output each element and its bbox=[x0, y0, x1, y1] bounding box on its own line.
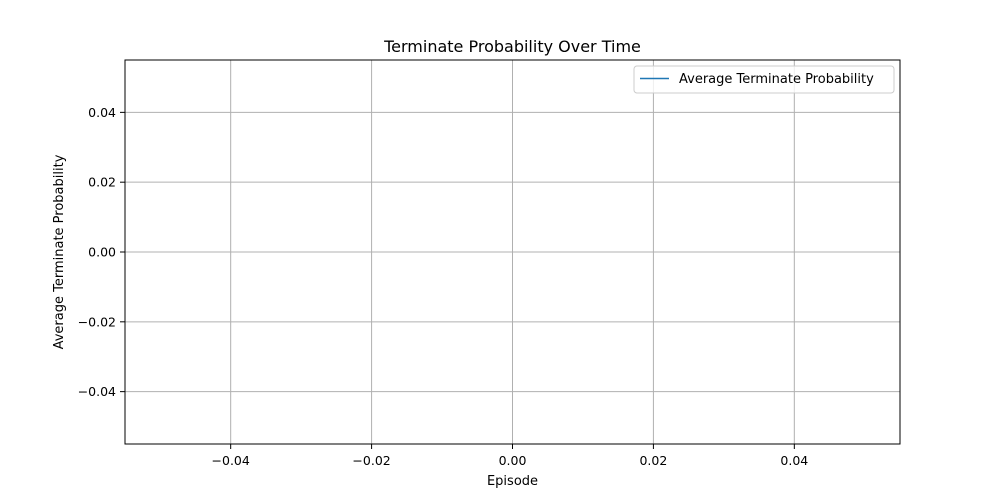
y-tick-label: −0.02 bbox=[78, 314, 116, 329]
y-tick-label: 0.02 bbox=[88, 175, 116, 190]
y-axis-label: Average Terminate Probability bbox=[52, 154, 67, 349]
legend-label: Average Terminate Probability bbox=[679, 72, 874, 87]
grid bbox=[125, 60, 900, 444]
legend: Average Terminate Probability bbox=[633, 65, 895, 94]
x-tick-label: −0.02 bbox=[352, 453, 390, 468]
x-axis-label: Episode bbox=[487, 474, 538, 489]
chart-title: Terminate Probability Over Time bbox=[383, 37, 641, 56]
y-axis: −0.04 −0.02 0.00 0.02 0.04 bbox=[78, 105, 125, 399]
x-tick-label: −0.04 bbox=[212, 453, 250, 468]
x-tick-label: 0.04 bbox=[780, 453, 808, 468]
legend-box bbox=[633, 65, 895, 94]
x-axis: −0.04 −0.02 0.00 0.02 0.04 bbox=[212, 444, 808, 468]
y-tick-label: 0.04 bbox=[88, 105, 116, 120]
x-tick-label: 0.02 bbox=[639, 453, 667, 468]
y-tick-label: 0.00 bbox=[88, 245, 116, 260]
y-tick-label: −0.04 bbox=[78, 384, 116, 399]
x-tick-label: 0.00 bbox=[499, 453, 527, 468]
